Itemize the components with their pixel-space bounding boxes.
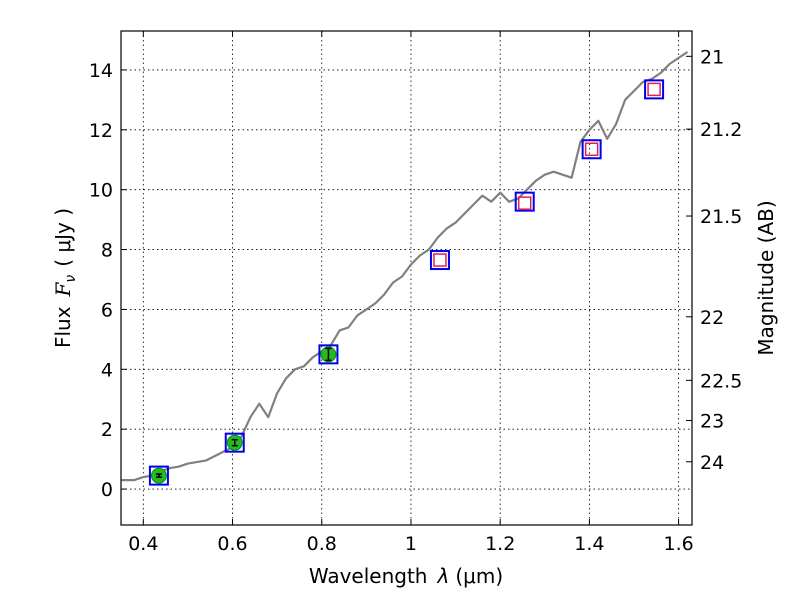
x-tick-label: 1.2 <box>485 533 515 555</box>
y-tick-label: 12 <box>89 120 113 142</box>
y2-tick-label: 21.5 <box>700 206 742 228</box>
y2-axis-label: Magnitude (AB) <box>754 200 778 355</box>
axis-ticks: 0.4 0.6 0.8 1 1.2 1.4 1.6024681012142121.221.5… <box>89 31 742 555</box>
spectrum-line <box>121 51 689 482</box>
y2-tick-label: 23 <box>700 410 724 432</box>
x-tick-label: 1.6 <box>664 533 694 555</box>
model-point <box>148 465 169 486</box>
y2-tick-label: 21.2 <box>700 119 742 141</box>
y2-tick-label: 21 <box>700 46 724 68</box>
y-tick-label: 10 <box>89 180 113 202</box>
y2-tick-label: 22 <box>700 307 724 329</box>
grid <box>121 31 692 525</box>
y-tick-label: 4 <box>101 359 113 381</box>
upper-limit-point <box>517 196 532 210</box>
y-tick-label: 2 <box>101 419 113 441</box>
x-tick-label: 0.8 <box>307 533 337 555</box>
upper-limit-point <box>647 82 661 97</box>
x-tick-label: 0.4 <box>128 533 158 555</box>
plot-frame <box>120 30 693 526</box>
x-tick-label: 1 <box>405 533 417 555</box>
x-tick-label: 0.6 <box>217 533 247 555</box>
y-tick-label: 8 <box>101 240 113 262</box>
y2-tick-label: 22.5 <box>700 370 742 392</box>
model-point <box>581 139 602 160</box>
model-point <box>514 191 535 212</box>
y-tick-label: 6 <box>101 299 113 321</box>
x-axis-label: Wavelength λ (μm) <box>309 564 503 588</box>
y-tick-label: 0 <box>101 479 113 501</box>
model-point <box>644 79 665 100</box>
model-point <box>318 344 339 365</box>
y-tick-label: 14 <box>89 60 113 82</box>
y2-tick-label: 24 <box>700 452 724 474</box>
data-series <box>121 51 689 486</box>
upper-limit-point <box>433 253 447 267</box>
model-point <box>224 432 245 453</box>
y-axis-label: FluxFν( μJy ) <box>51 208 79 348</box>
model-point <box>429 250 450 271</box>
upper-limit-point <box>584 142 599 157</box>
x-tick-label: 1.4 <box>574 533 604 555</box>
